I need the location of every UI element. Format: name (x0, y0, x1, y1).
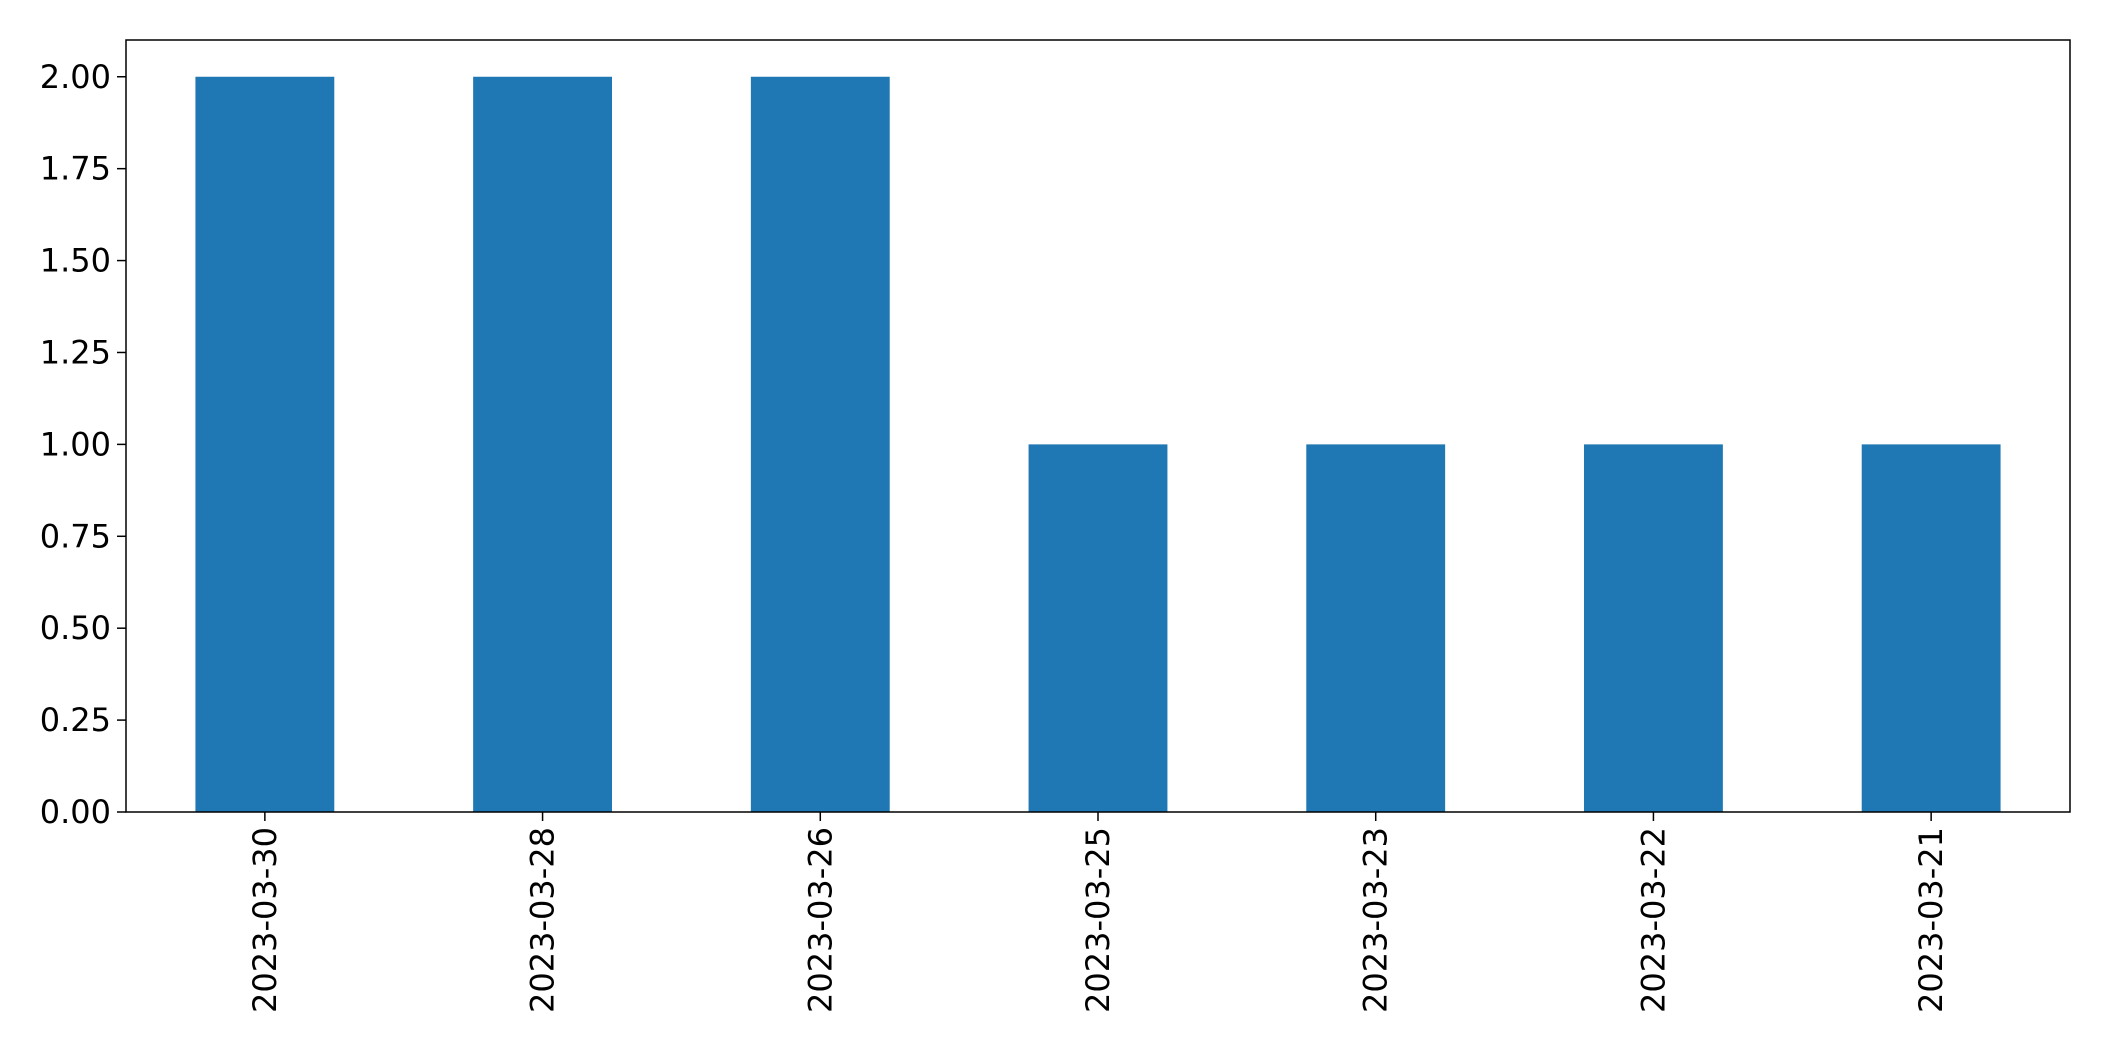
y-tick-label: 2.00 (40, 58, 111, 96)
x-axis: 2023-03-30 2023-03-28 2023-03-26 2023-03-25… (246, 812, 1950, 1013)
y-tick-label: 0.00 (40, 793, 111, 831)
bar-2023-03-21 (1861, 444, 2001, 812)
plot-frame (125, 39, 2071, 813)
bar-2023-03-25 (1028, 444, 1168, 812)
x-tick-label: 2023-03-30 (246, 827, 284, 1013)
x-tick-label: 2023-03-22 (1634, 827, 1672, 1013)
bars-group (195, 76, 2001, 812)
bar-2023-03-22 (1584, 444, 1723, 812)
x-tick-label: 2023-03-26 (801, 827, 839, 1013)
y-tick-label: 1.75 (40, 150, 111, 188)
x-tick-label: 2023-03-25 (1079, 827, 1117, 1013)
y-tick-label: 1.00 (40, 425, 111, 463)
x-tick-label: 2023-03-23 (1357, 827, 1395, 1013)
y-tick-label: 1.25 (40, 333, 111, 371)
x-tick-label: 2023-03-21 (1912, 827, 1950, 1013)
y-tick-label: 1.50 (40, 242, 111, 280)
bar-2023-03-23 (1306, 444, 1446, 812)
y-tick-label: 0.75 (40, 517, 111, 555)
x-tick-label: 2023-03-28 (524, 827, 562, 1013)
bar-2023-03-30 (195, 76, 335, 812)
bar-2023-03-26 (750, 76, 890, 812)
y-axis: 0.00 0.25 0.50 0.75 1.00 1.25 1.50 1.75 2.00 (40, 58, 126, 831)
bar-2023-03-28 (473, 76, 612, 812)
y-tick-label: 0.25 (40, 701, 111, 739)
y-tick-label: 0.50 (40, 609, 111, 647)
